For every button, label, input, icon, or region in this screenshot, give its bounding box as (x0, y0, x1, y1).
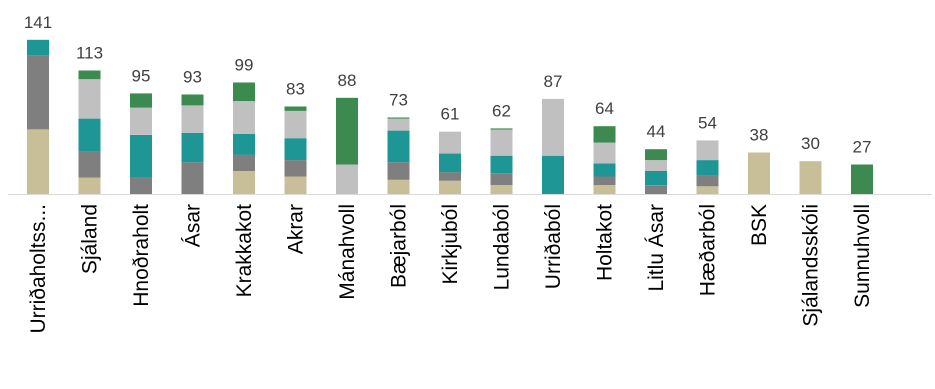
bars-layer (27, 39, 873, 194)
category-label: Holtakot (594, 204, 617, 281)
category-label: Akrar (285, 204, 308, 254)
bar-segment (696, 175, 719, 187)
bar-segment (645, 160, 667, 171)
bar-segment (233, 154, 255, 171)
category-label: Ásar (182, 204, 205, 247)
total-label: 54 (698, 113, 717, 132)
bar-segment (181, 162, 204, 194)
category-label: Urriðaból (542, 204, 565, 289)
category-label: Litlu Ásar (645, 204, 668, 292)
bar-segment (748, 152, 770, 194)
bar-segment (645, 185, 667, 194)
bar-segment (439, 153, 461, 173)
bar-segment (284, 138, 307, 161)
total-label: 95 (132, 66, 151, 85)
bar-segment (645, 171, 667, 186)
category-label: Lundaból (491, 204, 514, 290)
category-label: Sjálandsskóli (800, 204, 823, 327)
category-label: Mánahvoll (336, 204, 359, 300)
bar-segment (284, 160, 307, 177)
bar-segment (387, 179, 410, 194)
bar-segment (696, 160, 719, 176)
bar-segment (542, 155, 564, 194)
bar-segment (27, 55, 49, 130)
bar-segment (696, 140, 719, 161)
bar-segment (181, 132, 204, 163)
total-label: 93 (183, 68, 202, 87)
total-label: 64 (595, 99, 614, 118)
total-label: 73 (389, 91, 408, 110)
total-label: 44 (647, 122, 666, 141)
bar-segment (593, 176, 616, 186)
bar-segment (542, 98, 564, 156)
bar-segment (284, 110, 307, 139)
category-label: Kirkjuból (439, 204, 462, 285)
bar-segment (593, 163, 616, 177)
bar-segment (78, 118, 101, 152)
bar-segment (233, 101, 255, 134)
bar-segment (645, 149, 667, 161)
category-label: BSK (748, 204, 771, 246)
bar-segment (130, 107, 152, 135)
bar-segment (336, 164, 358, 194)
total-label: 87 (544, 72, 563, 91)
bar-segment (27, 39, 49, 56)
bar-segment (233, 171, 255, 194)
bar-segment (593, 185, 616, 194)
category-labels-layer: Urriðaholtss... Sjáland Hnoðraholt Ásar Krak… (27, 204, 874, 334)
bar-segment (490, 185, 513, 194)
category-label: Krakkakot (233, 204, 256, 298)
bar-segment (130, 93, 152, 108)
total-label: 38 (750, 126, 769, 145)
total-labels-layer: 141 113 95 93 99 83 88 73 61 62 87 64 44 54 38 30 27 (24, 13, 872, 157)
total-label: 27 (853, 138, 872, 157)
bar-segment (130, 135, 152, 178)
category-label: Hnoðraholt (130, 204, 153, 307)
bar-segment (284, 176, 307, 194)
bar-segment (78, 177, 101, 194)
total-label: 61 (441, 105, 460, 124)
total-label: 62 (492, 101, 511, 120)
bar-segment (490, 129, 513, 156)
bar-segment (387, 117, 410, 119)
bar-segment (233, 133, 255, 155)
bar-segment (181, 105, 204, 133)
bar-segment (233, 82, 255, 102)
bar-segment (387, 162, 410, 180)
bar-segment (78, 70, 101, 80)
total-label: 113 (76, 44, 103, 63)
category-label: Sunnuhvoll (851, 204, 874, 308)
category-label: Hæðarból (697, 204, 720, 296)
bar-segment (130, 177, 152, 194)
category-label: Sjáland (79, 204, 102, 274)
total-label: 99 (235, 56, 254, 75)
bar-segment (696, 186, 719, 194)
bar-segment (284, 106, 307, 111)
bar-segment (490, 173, 513, 186)
bar-segment (387, 118, 410, 131)
total-label: 88 (338, 71, 357, 90)
bar-segment (593, 126, 616, 143)
bar-segment (78, 79, 101, 119)
bar-segment (181, 94, 204, 106)
bar-segment (336, 97, 358, 165)
bar-segment (490, 155, 513, 174)
total-label: 83 (286, 80, 305, 99)
total-label: 30 (801, 134, 820, 153)
bar-segment (439, 131, 461, 154)
bar-segment (439, 180, 461, 194)
bar-segment (387, 130, 410, 163)
bar-segment (593, 142, 616, 164)
bar-segment (799, 161, 822, 194)
bar-segment (851, 164, 873, 194)
bar-segment (27, 129, 49, 194)
category-label: Urriðaholtss... (27, 204, 50, 334)
category-label: Bæjarból (388, 204, 411, 288)
total-label: 141 (24, 13, 52, 32)
bar-segment (439, 172, 461, 181)
bar-segment (490, 128, 513, 130)
bar-segment (78, 151, 101, 178)
